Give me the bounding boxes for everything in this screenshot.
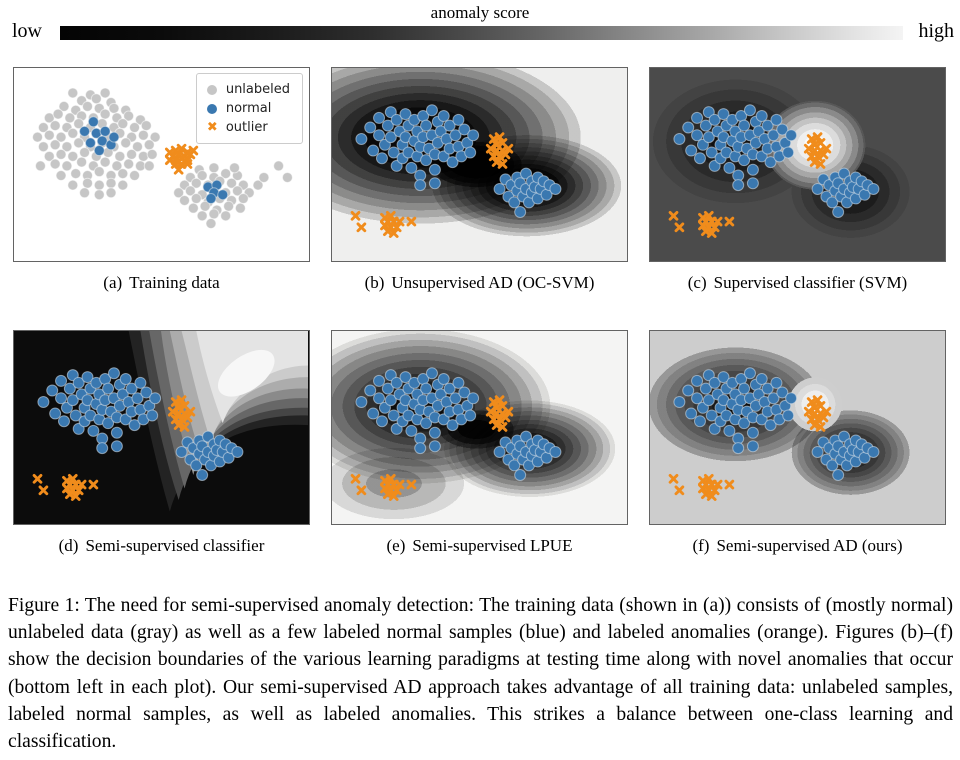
colorbar-title: anomaly score (430, 3, 530, 22)
subplot-caption-title: Semi-supervised AD (ours) (716, 536, 903, 555)
scatter-markers (668, 367, 880, 501)
figure-caption: Figure 1: The need for semi-supervised a… (8, 595, 953, 753)
legend-label: outlier (225, 120, 268, 135)
anomaly-score-colorbar (60, 26, 903, 40)
legend-item-outlier: ✖ outlier (207, 118, 290, 137)
subplot-caption: (e) Semi-supervised LPUE (331, 536, 628, 556)
subplot-row-top: unlabeled normal ✖ outlier (a) Training data… (13, 67, 946, 293)
subplot-f: (f) Semi-supervised AD (ours) (649, 330, 946, 556)
subplot-caption-prefix: (e) (386, 536, 406, 555)
subplot-b: (b) Unsupervised AD (OC-SVM) (331, 67, 628, 293)
legend-label: unlabeled (225, 82, 290, 97)
scatter-markers (350, 367, 562, 501)
colorbar-low-label: low (12, 20, 42, 42)
plot-area (649, 330, 946, 525)
subplot-caption-title: Unsupervised AD (OC-SVM) (391, 273, 595, 292)
legend-item-normal: normal (206, 99, 290, 118)
subplot-caption-title: Semi-supervised classifier (85, 536, 265, 555)
subplot-caption: (a) Training data (13, 273, 310, 293)
subplot-caption-prefix: (b) (364, 273, 385, 292)
scatter-markers (668, 104, 880, 238)
subplot-caption-title: Semi-supervised LPUE (412, 536, 573, 555)
subplot-caption: (d) Semi-supervised classifier (13, 536, 310, 556)
plot-area: unlabeled normal ✖ outlier (13, 67, 310, 262)
legend-item-unlabeled: unlabeled (206, 80, 290, 99)
subplot-caption-prefix: (f) (692, 536, 710, 555)
plot-area (13, 330, 310, 525)
outlier-marker-icon: ✖ (206, 119, 218, 135)
subplot-a: unlabeled normal ✖ outlier (a) Training data (13, 67, 310, 293)
subplot-caption-title: Supervised classifier (SVM) (713, 273, 908, 292)
scatter-markers (32, 87, 293, 230)
plot-area (331, 330, 628, 525)
subplot-caption-prefix: (d) (58, 536, 79, 555)
scatter-markers (350, 104, 562, 238)
subplot-c: (c) Supervised classifier (SVM) (649, 67, 946, 293)
subplot-caption-prefix: (c) (687, 273, 707, 292)
legend-label: normal (225, 101, 272, 116)
subplot-caption: (c) Supervised classifier (SVM) (649, 273, 946, 293)
subplot-caption-title: Training data (129, 273, 220, 292)
plot-legend: unlabeled normal ✖ outlier (195, 73, 303, 144)
normal-marker-icon (206, 103, 217, 114)
unlabeled-marker-icon (206, 84, 217, 95)
scatter-markers (32, 331, 308, 512)
subplot-caption-prefix: (a) (103, 273, 123, 292)
colorbar-high-label: high (918, 20, 954, 42)
subplot-caption: (f) Semi-supervised AD (ours) (649, 536, 946, 556)
subplot-caption: (b) Unsupervised AD (OC-SVM) (331, 273, 628, 293)
plot-area (649, 67, 946, 262)
subplot-d: (d) Semi-supervised classifier (13, 330, 310, 556)
plot-area (331, 67, 628, 262)
subplot-row-bottom: (d) Semi-supervised classifier (e) Semi-su… (13, 330, 946, 556)
subplot-e: (e) Semi-supervised LPUE (331, 330, 628, 556)
